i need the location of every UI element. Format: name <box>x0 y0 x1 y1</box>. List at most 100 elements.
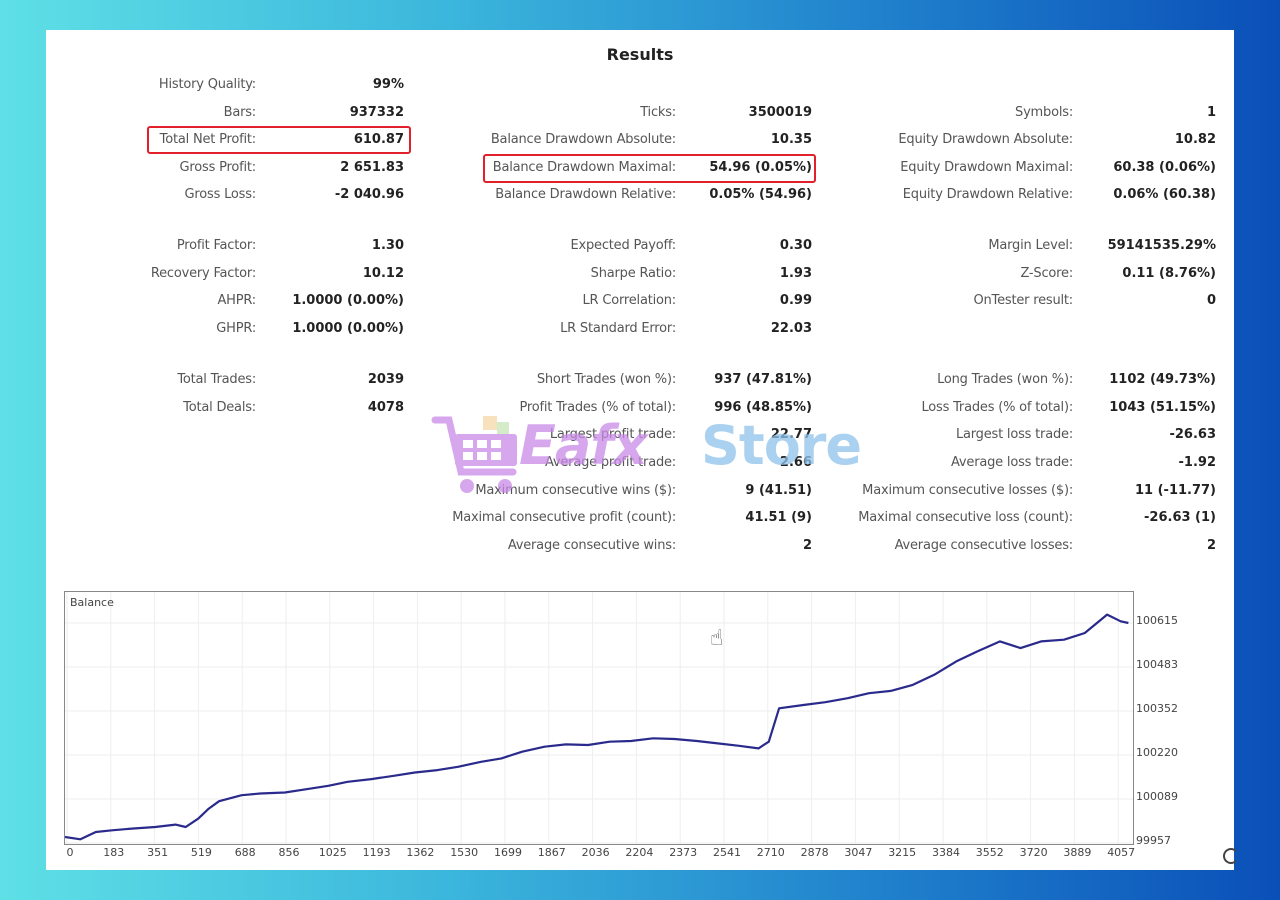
stat-label: Maximal consecutive loss (count): <box>858 510 1073 525</box>
y-tick-label: 100352 <box>1136 702 1178 715</box>
x-tick-label: 3384 <box>932 846 960 859</box>
stat-row: Total Trades: 2039 <box>46 370 1234 390</box>
stat-label: Gross Profit: <box>179 160 257 175</box>
stat-row: Loss Trades (% of total): 1043 (51.15%) <box>46 398 1234 418</box>
stat-label: Short Trades (won %): <box>536 372 676 387</box>
y-tick-label: 100089 <box>1136 790 1178 803</box>
stat-label: Gross Loss: <box>184 187 257 202</box>
x-tick-label: 1530 <box>450 846 479 859</box>
stat-row: Average loss trade: -1.92 <box>46 453 1234 473</box>
stat-label: Profit Factor: <box>176 238 256 253</box>
stat-value: 4078 <box>367 400 404 415</box>
stat-label: Largest profit trade: <box>549 427 676 442</box>
stat-row: Average profit trade: 2.66 <box>46 453 1234 473</box>
stat-row: Average consecutive wins: 2 <box>46 536 1234 556</box>
stat-row: GHPR: 1.0000 (0.00%) <box>46 319 1234 339</box>
stat-row: Largest profit trade: 22.77 <box>46 425 1234 445</box>
stat-label: Largest loss trade: <box>955 427 1073 442</box>
x-tick-label: 0 <box>66 846 74 859</box>
stat-row: Expected Payoff: 0.30 <box>46 236 1234 256</box>
stat-value: -26.63 <box>1169 427 1216 442</box>
x-tick-label: 1867 <box>537 846 566 859</box>
stat-value: 0.11 (8.76%) <box>1122 266 1216 281</box>
highlight-balance-drawdown-maximal <box>483 154 816 183</box>
stat-label: Average profit trade: <box>544 455 676 470</box>
stat-label: Loss Trades (% of total): <box>921 400 1073 415</box>
x-tick-label: 2036 <box>581 846 610 859</box>
stat-value: 54.96 (0.05%) <box>709 160 812 175</box>
y-tick-label: 100615 <box>1136 614 1178 627</box>
stat-label: OnTester result: <box>973 293 1073 308</box>
stat-row: Symbols: 1 <box>46 103 1234 123</box>
x-tick-label: 2373 <box>669 846 698 859</box>
stat-value: 11 (-11.77) <box>1134 483 1216 498</box>
x-tick-label: 3720 <box>1019 846 1048 859</box>
x-tick-label: 4057 <box>1107 846 1136 859</box>
stat-label: Balance Drawdown Absolute: <box>490 132 676 147</box>
stat-label: Long Trades (won %): <box>937 372 1073 387</box>
stat-label: Balance Drawdown Relative: <box>495 187 676 202</box>
stat-value: 10.82 <box>1174 132 1216 147</box>
stat-label: Total Net Profit: <box>159 132 257 147</box>
stat-row: Maximal consecutive profit (count): 41.51… <box>46 508 1234 528</box>
balance-chart-plot <box>65 592 1133 844</box>
scroll-indicator-icon[interactable] <box>1223 848 1239 864</box>
stat-value: 9 (41.51) <box>745 483 812 498</box>
stat-label: Margin Level: <box>988 238 1073 253</box>
stat-value: -1.92 <box>1178 455 1216 470</box>
x-tick-label: 1699 <box>494 846 522 859</box>
x-tick-label: 1362 <box>406 846 435 859</box>
y-tick-label: 99957 <box>1136 834 1171 847</box>
stat-value: 0 <box>1206 293 1216 308</box>
stat-row: Balance Drawdown Absolute: 10.35 <box>46 130 1234 150</box>
x-tick-label: 856 <box>278 846 300 859</box>
stat-value: 2.66 <box>779 455 812 470</box>
stat-value: 99% <box>372 77 404 92</box>
stat-label: Equity Drawdown Relative: <box>902 187 1073 202</box>
x-tick-label: 3889 <box>1063 846 1092 859</box>
stat-row: Gross Profit: 2 651.83 <box>46 158 1234 178</box>
stat-label: Sharpe Ratio: <box>590 266 677 281</box>
stat-value: 1043 (51.15%) <box>1109 400 1216 415</box>
stat-value: 2039 <box>367 372 404 387</box>
stat-value: 22.03 <box>770 321 812 336</box>
stat-value: 3500019 <box>748 105 812 120</box>
stat-value: 2 <box>802 538 812 553</box>
stat-row: AHPR: 1.0000 (0.00%) <box>46 291 1234 311</box>
x-tick-label: 1193 <box>362 846 391 859</box>
stat-row: Balance Drawdown Maximal: 54.96 (0.05%) <box>46 158 1234 178</box>
stat-row: Margin Level: 59141535.29% <box>46 236 1234 256</box>
x-tick-label: 2204 <box>625 846 654 859</box>
stat-label: LR Correlation: <box>582 293 677 308</box>
stat-value: 0.06% (60.38) <box>1113 187 1216 202</box>
stat-row: Maximum consecutive wins ($): 9 (41.51) <box>46 481 1234 501</box>
stat-value: 0.05% (54.96) <box>709 187 812 202</box>
stat-row: Recovery Factor: 10.12 <box>46 264 1234 284</box>
stat-value: 2 651.83 <box>340 160 404 175</box>
stat-row: Bars: 937332 <box>46 103 1234 123</box>
stat-row: Total Net Profit: 610.87 <box>46 130 1234 150</box>
stat-label: GHPR: <box>216 321 256 336</box>
stat-value: 937332 <box>349 105 404 120</box>
stat-label: Bars: <box>223 105 257 120</box>
balance-chart[interactable]: Balance <box>64 591 1134 845</box>
stat-row: LR Correlation: 0.99 <box>46 291 1234 311</box>
stat-label: LR Standard Error: <box>560 321 676 336</box>
stat-label: Total Deals: <box>183 400 256 415</box>
x-tick-label: 3047 <box>844 846 873 859</box>
stat-row: Ticks: 3500019 <box>46 103 1234 123</box>
stat-value: 1.0000 (0.00%) <box>292 321 404 336</box>
stat-label: Recovery Factor: <box>150 266 256 281</box>
results-panel: Results History Quality: 99% Bars: 937332 To… <box>46 30 1239 870</box>
hand-cursor-icon: ☝ <box>710 626 724 651</box>
stat-label: AHPR: <box>217 293 256 308</box>
stat-value: 10.35 <box>770 132 812 147</box>
stat-label: Maximal consecutive profit (count): <box>452 510 676 525</box>
stat-value: 60.38 (0.06%) <box>1113 160 1216 175</box>
stat-row: Total Deals: 4078 <box>46 398 1234 418</box>
report-title: Results <box>606 45 674 64</box>
stat-row: Largest loss trade: -26.63 <box>46 425 1234 445</box>
x-tick-label: 3552 <box>975 846 1004 859</box>
stat-value: 1.0000 (0.00%) <box>292 293 404 308</box>
stat-label: Average loss trade: <box>951 455 1073 470</box>
